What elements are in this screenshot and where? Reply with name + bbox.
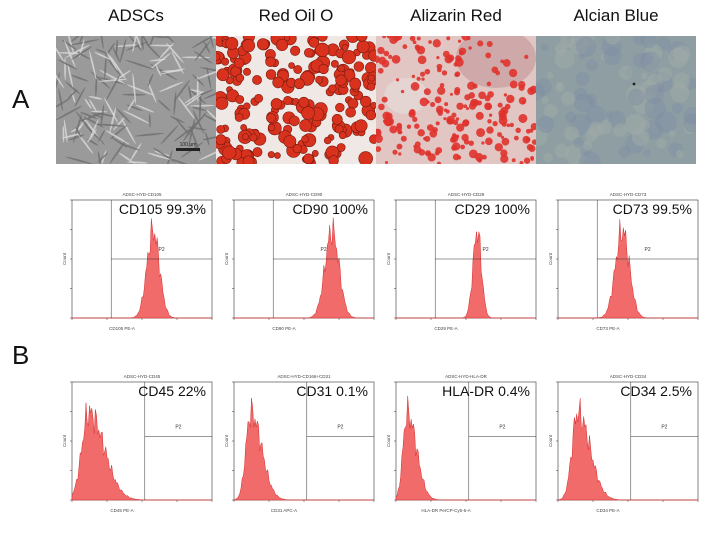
histogram-title: ADSC-HYD-HLA-DR [445, 374, 488, 379]
histogram-title: ADSC-HYD-CD90 [286, 192, 323, 197]
x-axis-label: CD29 PE-A [434, 326, 457, 331]
micrograph-red-oil-o [216, 36, 376, 164]
panel-label-b: B [12, 340, 30, 370]
x-axis-label: CD45 PE-A [110, 508, 133, 513]
gate-label: P2 [337, 424, 343, 430]
histogram-title: ADSC-HYD-CD45 [124, 374, 161, 379]
histogram-title: ADSC-HYD-CD29 [448, 192, 485, 197]
column-title-red-oil-o: Red Oil O [258, 6, 334, 25]
column-title-adscs: ADSCs [108, 6, 164, 25]
x-axis-label: HLA-DR PerCP-Cy5-5-A [421, 508, 470, 513]
positive-percent-annotation: CD31 0.1% [296, 383, 368, 399]
gate-label: P2 [159, 247, 165, 253]
y-axis-label: Count [386, 434, 391, 447]
positive-percent-annotation: CD90 100% [293, 201, 369, 217]
panel-label-a: A [12, 84, 30, 114]
histogram-title: ADSC-HYD-CD105 [122, 192, 162, 197]
micrograph-adscs: 100 μm [56, 36, 216, 164]
micrograph-alcian-blue [536, 36, 696, 164]
gate-label: P2 [499, 424, 505, 430]
micrograph-alizarin-red [376, 36, 536, 164]
positive-percent-annotation: CD34 2.5% [620, 383, 692, 399]
flow-histogram-cd45: ADSC-HYD-CD45 Count CD45 PE-A P2 CD45 22% [60, 366, 220, 534]
histogram-area [396, 231, 536, 319]
y-axis-label: Count [62, 252, 67, 265]
histogram-area [234, 217, 374, 319]
x-axis-label: CD34 PE-A [596, 508, 619, 513]
positive-percent-annotation: HLA-DR 0.4% [442, 383, 530, 399]
scale-bar-label: 100 μm [180, 142, 197, 148]
flow-histogram-cd73: ADSC-HYD-CD73 Count CD73 PE-A P2 CD73 99.5% [546, 184, 703, 352]
histogram-title: ADSC-HYD-CD34 [610, 374, 647, 379]
y-axis-label: Count [224, 252, 229, 265]
histogram-area [233, 398, 374, 501]
flow-histogram-cd29: ADSC-HYD-CD29 Count CD29 PE-A P2 CD29 100% [384, 184, 544, 352]
gate-label: P2 [175, 424, 181, 430]
column-title-alizarin-red: Alizarin Red [410, 6, 502, 25]
y-axis-label: Count [386, 252, 391, 265]
histogram-area [558, 219, 698, 319]
histogram-area [71, 402, 212, 501]
x-axis-label: CD73 PE-A [596, 326, 619, 331]
x-axis-label: CD31 APC-A [271, 508, 297, 513]
scale-bar [176, 148, 200, 151]
gate-label: P2 [321, 247, 327, 253]
histogram-title: ADSC-HYD-CD73 [610, 192, 647, 197]
column-title-alcian-blue: Alcian Blue [573, 6, 659, 25]
histogram-area [72, 218, 212, 319]
y-axis-label: Count [548, 252, 553, 265]
flow-histogram-cd34: ADSC-HYD-CD34 Count CD34 PE-A P2 CD34 2.5% [546, 366, 703, 534]
gate-label: P2 [645, 247, 651, 253]
histogram-title: ADSC-HYD-CD166+CD31 [277, 374, 331, 379]
flow-histogram-cd31: ADSC-HYD-CD166+CD31 Count CD31 APC-A P2 CD31… [222, 366, 382, 534]
positive-percent-annotation: CD105 99.3% [119, 201, 206, 217]
x-axis-label: CD105 PE-A [109, 326, 135, 331]
x-axis-label: CD90 PE-A [272, 326, 295, 331]
gate-label: P2 [661, 424, 667, 430]
y-axis-label: Count [548, 434, 553, 447]
y-axis-label: Count [224, 434, 229, 447]
flow-histogram-cd90: ADSC-HYD-CD90 Count CD90 PE-A P2 CD90 100% [222, 184, 382, 352]
flow-histogram-cd105: ADSC-HYD-CD105 Count CD105 PE-A P2 CD105 99.… [60, 184, 220, 352]
flow-histogram-hla-dr: ADSC-HYD-HLA-DR Count HLA-DR PerCP-Cy5-5-A… [384, 366, 544, 534]
positive-percent-annotation: CD29 100% [455, 201, 531, 217]
positive-percent-annotation: CD73 99.5% [613, 201, 692, 217]
histogram-area [557, 398, 698, 501]
gate-label: P2 [483, 247, 489, 253]
y-axis-label: Count [62, 434, 67, 447]
histogram-area [395, 395, 536, 501]
positive-percent-annotation: CD45 22% [138, 383, 206, 399]
